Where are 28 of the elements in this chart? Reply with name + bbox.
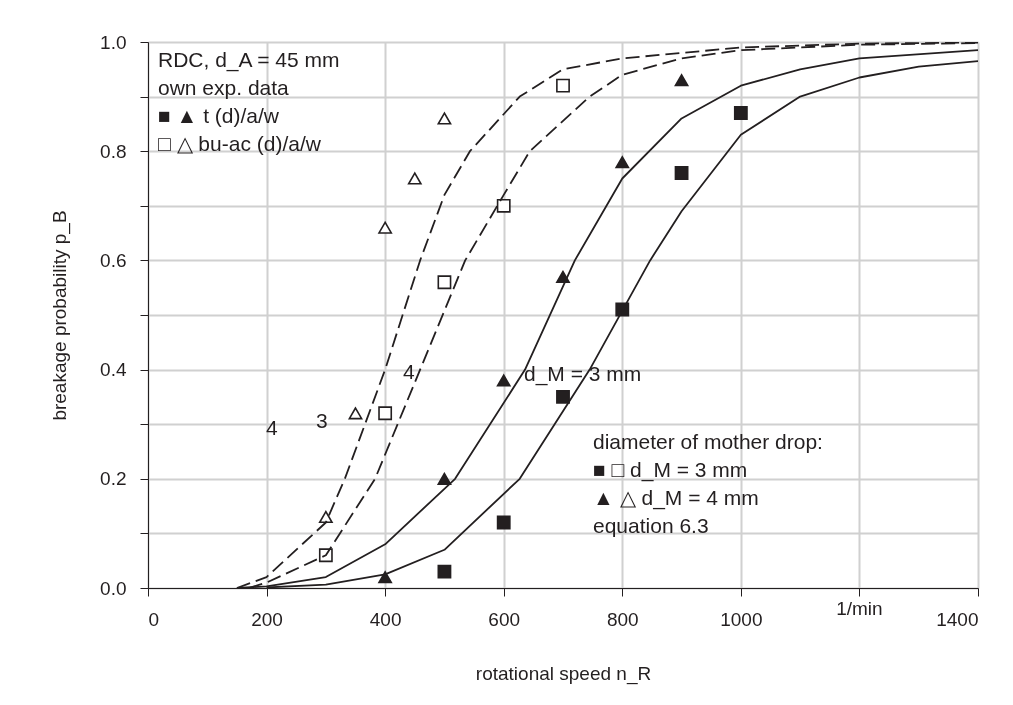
annotation: equation 6.3 [593, 514, 709, 537]
x-axis-title: rotational speed n_R [475, 662, 652, 685]
annotation: ■ □ d_M = 3 mm [593, 458, 748, 482]
text: 1/min [836, 598, 883, 619]
annotation: 4 [266, 416, 278, 439]
annotation: RDC, d_A = 45 mm [158, 48, 340, 72]
y-axis-title: breakage probability p_B [49, 210, 72, 421]
y-tick-label: 0.4 [100, 359, 127, 381]
x-tick-label: 200 [251, 608, 283, 630]
x-tick-label: 1000 [720, 608, 763, 630]
annotation: own exp. data [158, 76, 290, 99]
y-tick-label: 0.0 [100, 577, 127, 599]
y-tick-label: 0.8 [100, 140, 127, 162]
annotation: 3 [316, 409, 328, 432]
annotation: ■ ▲ t (d)/a/w [158, 104, 280, 127]
x-tick-label: 800 [606, 608, 639, 630]
y-tick-label: 0.6 [100, 249, 127, 271]
annotation: 4 [403, 360, 415, 383]
x-tick-label: 0 [148, 608, 160, 630]
y-tick-label: 0.2 [100, 468, 127, 490]
y-tick-label: 1.0 [100, 31, 127, 53]
annotation: d_M = 3 mm [524, 362, 642, 386]
x-tick-label: 1400 [936, 608, 979, 630]
x-tick-label: 400 [369, 608, 402, 630]
annotation: ▲ △ d_M = 4 mm [593, 486, 759, 510]
annotation: □ △ bu-ac (d)/a/w [158, 132, 322, 155]
x-tick-label: 600 [488, 608, 521, 630]
annotation: diameter of mother drop: [593, 430, 823, 453]
